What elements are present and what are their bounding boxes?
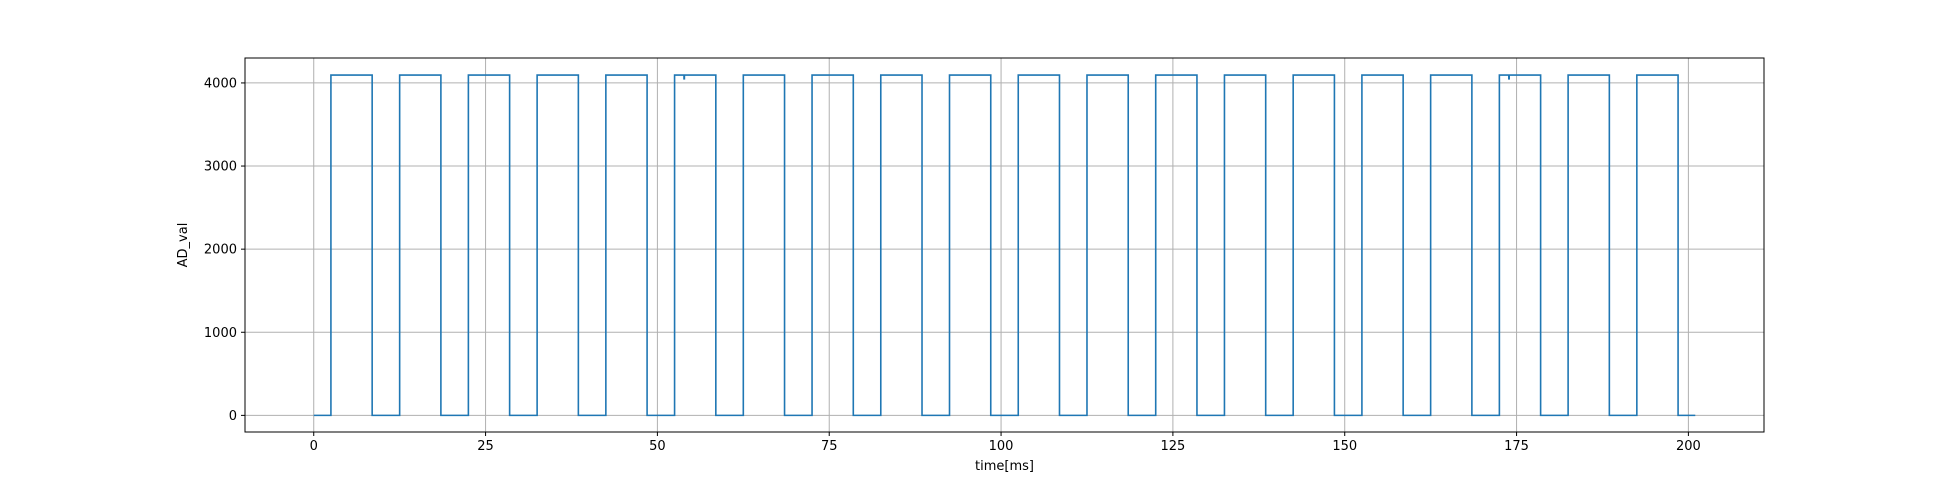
x-tick-label: 75 [821, 439, 838, 454]
y-tick-label: 1000 [204, 326, 237, 341]
x-axis-label: time[ms] [975, 459, 1034, 474]
plot-frame [244, 57, 1765, 433]
x-tick-label: 125 [1160, 439, 1185, 454]
grid-lines [245, 58, 1764, 432]
data-series [313, 74, 1696, 417]
x-tick-label: 50 [649, 439, 666, 454]
y-tick-label: 2000 [204, 243, 237, 258]
x-tick-label: 25 [477, 439, 494, 454]
y-axis-label: AD_val [176, 223, 191, 268]
x-tick-label: 100 [989, 439, 1014, 454]
x-tick-label: 150 [1332, 439, 1357, 454]
x-tick-label: 200 [1676, 439, 1701, 454]
square-wave-line [313, 74, 1696, 417]
x-tick-label: 0 [310, 439, 318, 454]
y-tick-label: 4000 [204, 76, 237, 91]
y-tick-label: 0 [229, 409, 237, 424]
x-tick-label: 175 [1504, 439, 1529, 454]
y-tick-label: 3000 [204, 160, 237, 175]
